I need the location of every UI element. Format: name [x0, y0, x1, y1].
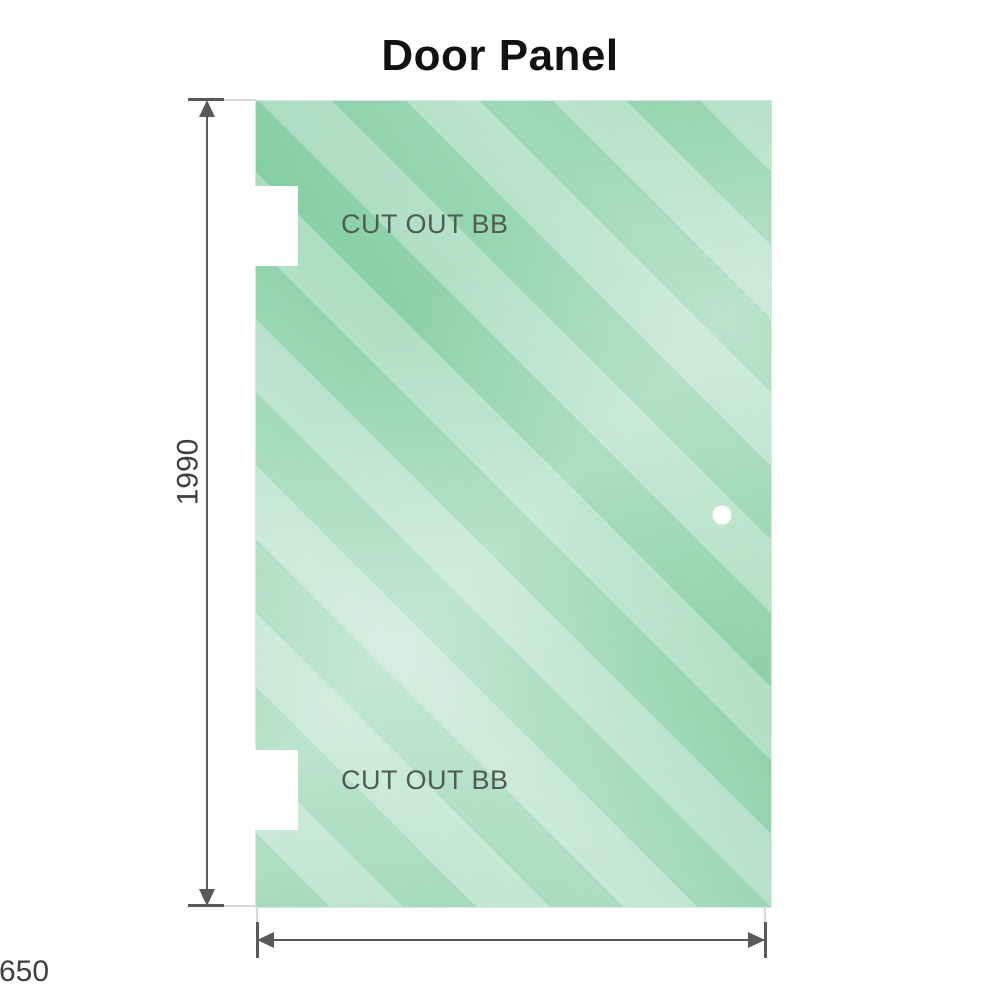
- hinge-cutout-icon: [254, 186, 298, 266]
- cutout-slot: [254, 761, 290, 819]
- cutout-label-lower: CUT OUT BB: [341, 765, 509, 795]
- height-dimension-line: [206, 104, 208, 902]
- width-dimension-label: 650: [0, 955, 50, 988]
- width-dimension-tick-right: [764, 922, 767, 958]
- door-panel: [254, 100, 772, 908]
- arrow-left-icon: [257, 932, 274, 948]
- hinge-cutout-icon: [254, 750, 298, 830]
- height-extension-line-bottom: [224, 905, 256, 907]
- width-dimension-line: [259, 939, 765, 941]
- arrow-down-icon: [199, 889, 215, 906]
- arrow-up-icon: [199, 100, 215, 117]
- arrow-right-icon: [748, 932, 765, 948]
- width-extension-line-left: [256, 906, 258, 924]
- page-title: Door Panel: [381, 31, 619, 80]
- glass-surface: [255, 100, 772, 908]
- cutout-slot: [254, 197, 290, 255]
- width-dimension-label-wrap: 650: [0, 955, 1000, 989]
- width-extension-line-right: [764, 906, 766, 924]
- height-dimension-label: 1990: [171, 438, 205, 506]
- height-extension-line-top: [224, 99, 256, 101]
- cutout-label-upper: CUT OUT BB: [341, 209, 509, 239]
- handle-hole-icon: [711, 504, 733, 526]
- height-dimension-tick-top: [188, 98, 224, 101]
